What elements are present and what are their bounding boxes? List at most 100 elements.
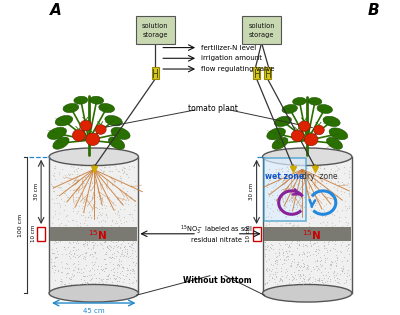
Point — [62, 261, 69, 266]
Point — [295, 267, 302, 272]
Point — [300, 205, 307, 210]
Point — [311, 180, 318, 185]
Point — [63, 222, 69, 227]
Point — [130, 260, 136, 265]
Point — [315, 247, 322, 252]
Point — [272, 261, 278, 266]
Point — [119, 252, 125, 257]
Point — [338, 242, 344, 247]
Point — [112, 277, 118, 282]
Point — [80, 266, 87, 271]
Point — [316, 192, 322, 198]
Point — [70, 244, 76, 249]
Point — [343, 220, 350, 225]
Point — [118, 258, 124, 263]
Point — [338, 268, 345, 273]
Point — [71, 267, 77, 272]
Point — [110, 266, 117, 271]
Point — [81, 278, 87, 283]
Point — [324, 270, 331, 275]
Point — [263, 215, 269, 220]
Point — [90, 244, 96, 249]
Point — [313, 180, 320, 185]
Point — [326, 262, 333, 267]
Point — [116, 274, 122, 279]
Point — [70, 248, 76, 253]
Text: storage: storage — [142, 32, 168, 38]
Point — [290, 281, 296, 286]
Point — [282, 204, 289, 209]
Point — [295, 170, 301, 175]
Point — [306, 274, 313, 279]
Point — [80, 242, 86, 247]
Point — [291, 172, 297, 177]
Point — [74, 266, 81, 271]
Point — [61, 244, 68, 249]
Point — [285, 175, 291, 180]
Point — [77, 190, 83, 195]
Point — [58, 282, 65, 287]
Point — [70, 208, 77, 213]
Point — [316, 169, 323, 175]
Point — [60, 198, 67, 203]
Point — [75, 255, 82, 260]
Point — [321, 213, 328, 218]
Point — [279, 194, 285, 199]
Point — [116, 264, 122, 269]
Point — [53, 195, 59, 200]
Point — [84, 282, 91, 287]
Point — [334, 193, 340, 198]
Point — [55, 239, 62, 244]
Point — [312, 170, 319, 175]
Point — [66, 172, 72, 177]
Point — [91, 250, 97, 255]
Point — [74, 190, 81, 195]
Point — [98, 163, 104, 169]
Point — [67, 163, 74, 169]
Point — [262, 268, 269, 273]
Point — [322, 280, 328, 285]
Point — [116, 207, 123, 212]
Point — [78, 198, 84, 203]
Point — [283, 213, 290, 218]
Point — [315, 171, 322, 176]
Point — [123, 273, 129, 278]
Point — [335, 166, 341, 171]
Point — [284, 245, 291, 250]
Point — [320, 220, 326, 225]
Point — [299, 186, 305, 191]
Point — [330, 269, 337, 274]
Point — [289, 273, 295, 278]
Point — [72, 166, 79, 171]
Point — [97, 192, 104, 198]
Point — [62, 202, 68, 207]
Point — [296, 264, 303, 269]
Point — [102, 251, 108, 256]
Ellipse shape — [72, 129, 85, 141]
Point — [95, 264, 102, 269]
Point — [104, 277, 110, 282]
Point — [290, 276, 297, 281]
Point — [106, 243, 112, 248]
Point — [346, 168, 352, 173]
Point — [308, 184, 314, 189]
Point — [120, 272, 126, 277]
Point — [318, 270, 325, 275]
Point — [132, 199, 138, 204]
Point — [48, 259, 55, 264]
Point — [265, 177, 272, 182]
Point — [49, 251, 56, 256]
Point — [120, 279, 126, 284]
Point — [342, 243, 349, 249]
Point — [284, 250, 290, 255]
Point — [312, 249, 318, 254]
Point — [301, 181, 307, 186]
Point — [307, 280, 314, 285]
Point — [62, 172, 68, 177]
Point — [329, 224, 335, 229]
Point — [311, 240, 318, 245]
Point — [300, 249, 306, 254]
Point — [95, 212, 101, 217]
Point — [297, 202, 303, 207]
Point — [84, 199, 90, 204]
